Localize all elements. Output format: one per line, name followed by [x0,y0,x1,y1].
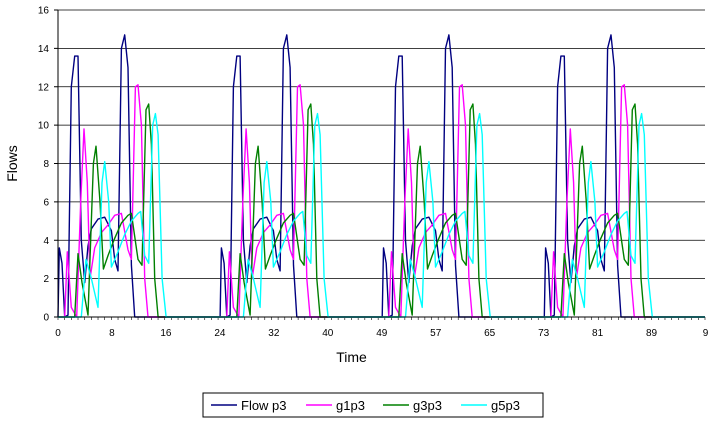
x-axis-title: Time [336,349,367,365]
x-tick-label: 24 [214,328,226,339]
y-axis-ticks: 0 2 4 6 8 10 12 14 16 [38,6,58,324]
x-axis-ticks: 0 8 16 24 32 40 49 57 65 73 81 89 9 [55,317,709,339]
legend-label: g3p3 [413,398,442,413]
y-tick-label: 16 [38,6,50,17]
series-line-3 [58,103,705,318]
y-axis-title: Flows [4,145,20,182]
y-tick-label: 10 [38,121,50,132]
x-tick-label: 65 [484,328,496,339]
x-tick-label: 16 [160,328,172,339]
series-lines [57,34,705,318]
y-tick-label: 2 [43,274,49,285]
legend: Flow p3 g1p3 g3p3 g5p3 [202,392,544,418]
y-tick-label: 14 [38,44,50,55]
x-tick-label: 40 [322,328,334,339]
x-tick-label: 9 [703,328,709,339]
x-tick-label: 81 [592,328,604,339]
y-tick-label: 4 [43,236,49,247]
y-tick-label: 8 [43,159,49,170]
x-tick-label: 32 [268,328,280,339]
legend-label: Flow p3 [241,398,287,413]
x-tick-label: 89 [646,328,658,339]
y-tick-label: 12 [38,82,50,93]
legend-label: g1p3 [336,398,365,413]
x-tick-label: 8 [109,328,115,339]
x-tick-label: 0 [55,328,61,339]
x-tick-label: 57 [430,328,442,339]
y-tick-label: 0 [43,313,49,324]
y-tick-label: 6 [43,197,49,208]
legend-label: g5p3 [491,398,520,413]
x-tick-label: 49 [376,328,388,339]
gridlines [58,9,705,280]
x-tick-label: 73 [538,328,550,339]
